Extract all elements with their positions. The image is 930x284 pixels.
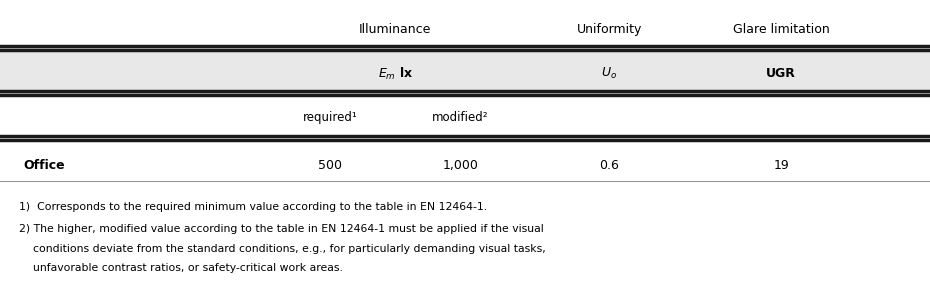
Text: 0.6: 0.6	[599, 159, 619, 172]
Text: 1,000: 1,000	[443, 159, 478, 172]
Text: Uniformity: Uniformity	[577, 23, 642, 36]
Text: Illuminance: Illuminance	[359, 23, 432, 36]
Text: Office: Office	[23, 159, 65, 172]
Text: 1)  Corresponds to the required minimum value according to the table in EN 12464: 1) Corresponds to the required minimum v…	[19, 202, 486, 212]
Text: conditions deviate from the standard conditions, e.g., for particularly demandin: conditions deviate from the standard con…	[19, 243, 545, 254]
Text: modified²: modified²	[432, 111, 488, 124]
Text: Glare limitation: Glare limitation	[733, 23, 830, 36]
Text: $\mathit{E}_m$ lx: $\mathit{E}_m$ lx	[378, 66, 413, 82]
Bar	[0, 46, 930, 95]
Text: $\mathit{U}_o$: $\mathit{U}_o$	[601, 66, 618, 82]
Text: UGR: UGR	[766, 67, 796, 80]
Text: unfavorable contrast ratios, or safety-critical work areas.: unfavorable contrast ratios, or safety-c…	[19, 263, 342, 273]
Text: required¹: required¹	[303, 111, 357, 124]
Text: 2) The higher, modified value according to the table in EN 12464-1 must be appli: 2) The higher, modified value according …	[19, 224, 543, 234]
Text: 500: 500	[318, 159, 342, 172]
Text: 19: 19	[774, 159, 789, 172]
